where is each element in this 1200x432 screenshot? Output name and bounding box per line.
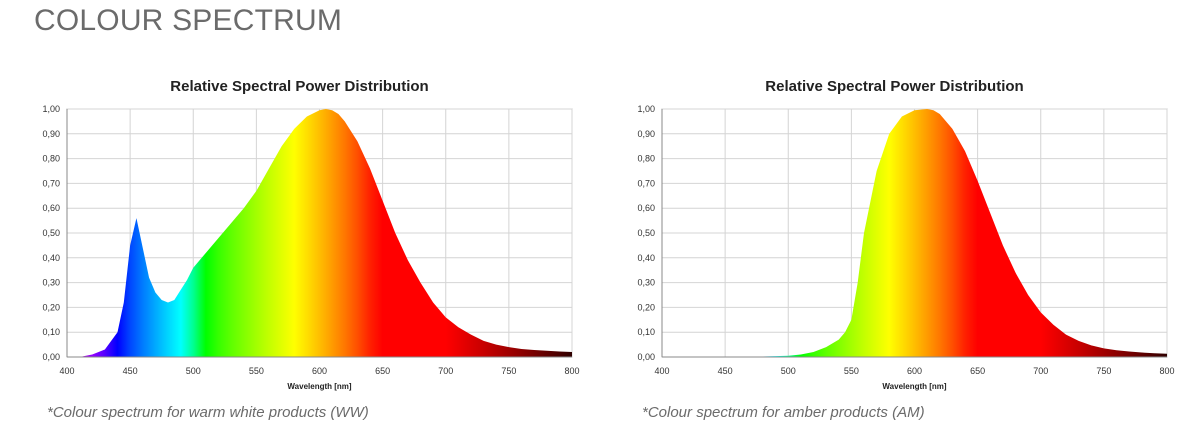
y-tick-label: 0,40 [637,253,655,263]
x-tick-label: 500 [781,366,796,376]
y-tick-label: 0,70 [637,178,655,188]
x-tick-label: 800 [564,366,579,376]
chart-warm-white: Relative Spectral Power Distribution 0,00… [20,68,580,398]
caption-amber: *Colour spectrum for amber products (AM) [642,404,925,421]
x-tick-label: 650 [375,366,390,376]
y-tick-label: 0,50 [42,228,60,238]
chart-title: Relative Spectral Power Distribution [170,78,428,95]
x-tick-label: 700 [438,366,453,376]
x-axis-label: Wavelength [nm] [287,382,351,391]
y-tick-label: 0,20 [637,302,655,312]
y-tick-label: 0,80 [637,154,655,164]
y-tick-label: 0,90 [42,129,60,139]
y-tick-label: 0,20 [42,302,60,312]
x-tick-label: 450 [718,366,733,376]
y-tick-label: 0,70 [42,178,60,188]
chart-amber: Relative Spectral Power Distribution 0,00… [615,68,1175,398]
chart-amber-svg: Relative Spectral Power Distribution 0,00… [637,78,1174,391]
spectrum-area [67,109,572,357]
x-axis-label: Wavelength [nm] [882,382,946,391]
page-title: COLOUR SPECTRUM [34,4,343,37]
y-tick-label: 0,10 [637,327,655,337]
x-tick-label: 400 [59,366,74,376]
x-tick-label: 400 [654,366,669,376]
y-tick-label: 1,00 [42,104,60,114]
y-tick-label: 0,30 [42,278,60,288]
spectrum-area [662,109,1167,357]
y-tick-label: 0,00 [637,352,655,362]
x-tick-label: 700 [1033,366,1048,376]
y-tick-label: 0,60 [637,203,655,213]
caption-warm-white: *Colour spectrum for warm white products… [47,404,369,421]
x-tick-label: 750 [1096,366,1111,376]
x-tick-label: 800 [1159,366,1174,376]
y-tick-label: 0,30 [637,278,655,288]
y-tick-label: 0,90 [637,129,655,139]
x-tick-label: 600 [907,366,922,376]
x-tick-label: 550 [249,366,264,376]
x-tick-label: 600 [312,366,327,376]
y-tick-label: 0,40 [42,253,60,263]
y-tick-label: 0,10 [42,327,60,337]
y-tick-label: 0,50 [637,228,655,238]
x-tick-label: 550 [844,366,859,376]
y-tick-label: 0,60 [42,203,60,213]
y-tick-label: 0,80 [42,154,60,164]
chart-warm-white-svg: Relative Spectral Power Distribution 0,00… [42,78,579,391]
chart-title: Relative Spectral Power Distribution [765,78,1023,95]
y-tick-label: 0,00 [42,352,60,362]
x-tick-label: 650 [970,366,985,376]
x-tick-label: 500 [186,366,201,376]
x-tick-label: 450 [123,366,138,376]
y-tick-label: 1,00 [637,104,655,114]
x-tick-label: 750 [501,366,516,376]
